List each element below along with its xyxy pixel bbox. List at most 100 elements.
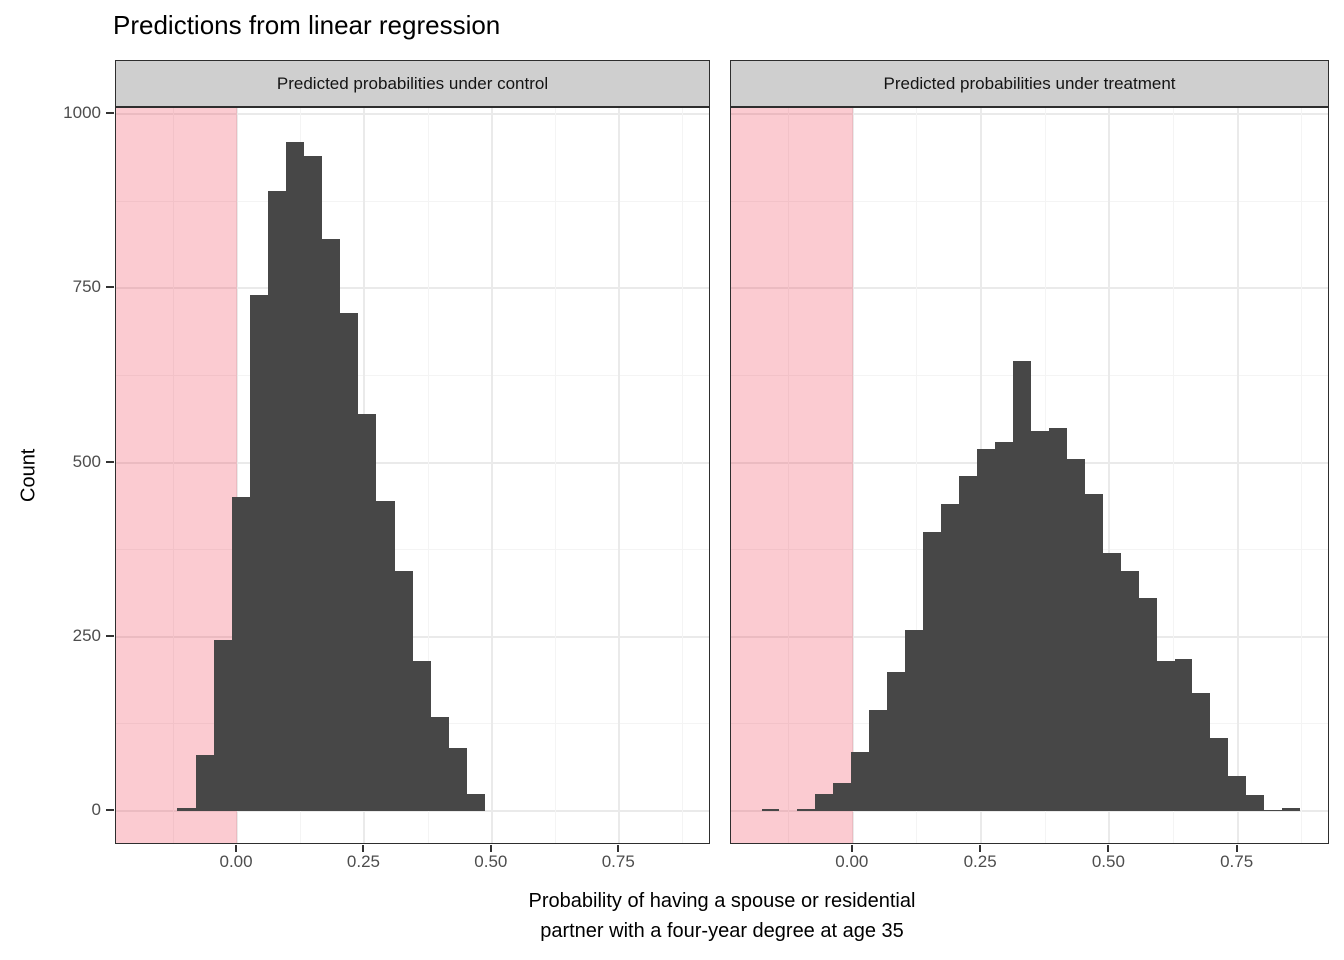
x-axis-title-line2: partner with a four-year degree at age 3… (540, 920, 904, 942)
histogram-bar (977, 448, 995, 811)
panel-control (115, 107, 710, 844)
histogram-bar (214, 640, 232, 811)
histogram-bar (232, 497, 250, 811)
x-tick-label: 0.00 (219, 852, 253, 871)
gridline-x-minor (788, 108, 790, 843)
x-tick (617, 845, 620, 852)
histogram-bar (376, 500, 395, 811)
histogram-bar (959, 476, 977, 811)
gridline-x-minor (427, 108, 429, 843)
histogram-bar (1175, 659, 1192, 811)
histogram-bar (887, 671, 905, 811)
histogram-bar (431, 716, 449, 811)
x-axis-title: Probability of having a spouse or reside… (115, 886, 1329, 946)
y-tick-label: 250 (72, 625, 101, 645)
histogram-bar (1228, 776, 1246, 811)
histogram-bar (196, 755, 214, 811)
gridline-x-major (851, 108, 854, 843)
histogram-bar (762, 808, 779, 811)
y-tick (106, 634, 114, 637)
gridline-x-minor (682, 108, 684, 843)
gridline-y-major (731, 810, 1328, 812)
histogram-bar (1246, 794, 1264, 811)
histogram-bar (1282, 808, 1300, 811)
gridline-y-major (116, 287, 709, 290)
gridline-y-major (116, 113, 709, 115)
y-tick-label: 750 (72, 277, 101, 297)
x-tick-label: 0.00 (835, 852, 869, 871)
gridline-y-minor (731, 200, 1328, 202)
y-tick (106, 286, 114, 289)
histogram-bar (869, 709, 887, 811)
histogram-bar (1049, 427, 1067, 811)
gridline-x-minor (172, 108, 174, 843)
y-tick (106, 112, 114, 114)
histogram-bar (905, 629, 923, 811)
gridline-y-minor (116, 549, 709, 551)
histogram-bar (995, 441, 1013, 811)
y-tick (106, 460, 114, 463)
shaded-region (731, 108, 853, 843)
histogram-bar (268, 190, 286, 811)
histogram-bar (833, 783, 851, 811)
histogram-bar (851, 751, 869, 811)
x-tick (362, 845, 365, 852)
gridline-x-minor (1173, 108, 1175, 843)
histogram-bar (1157, 661, 1175, 811)
x-tick (850, 845, 853, 852)
histogram-bar (815, 793, 833, 811)
facet-strip-control: Predicted probabilities under control (115, 60, 710, 107)
gridline-x-major (1108, 108, 1111, 843)
histogram-bar (1103, 553, 1121, 811)
histogram-bar (358, 413, 376, 811)
chart-title: Predictions from linear regression (113, 10, 501, 40)
histogram-bar (1210, 737, 1228, 811)
histogram-bar (941, 504, 959, 811)
histogram-bar (1085, 493, 1103, 811)
histogram-bar (1264, 809, 1282, 811)
histogram-bar (413, 661, 431, 811)
gridline-x-minor (1301, 108, 1303, 843)
y-tick-label: 1000 (63, 103, 101, 122)
gridline-y-major (731, 113, 1328, 115)
x-tick (1107, 845, 1110, 852)
histogram-bar (1031, 431, 1049, 811)
x-tick-label: 0.50 (474, 852, 508, 871)
gridline-x-major (1236, 108, 1239, 843)
facet-strip-treatment: Predicted probabilities under treatment (730, 60, 1329, 107)
histogram-bar (1013, 361, 1031, 811)
histogram-bar (1192, 692, 1210, 811)
gridline-x-major (618, 108, 621, 843)
y-axis-title: Count (17, 448, 40, 503)
x-tick-label: 0.25 (963, 852, 997, 871)
gridline-y-major (116, 810, 709, 812)
facet-label-treatment: Predicted probabilities under treatment (883, 73, 1176, 93)
histogram-bar (467, 793, 485, 811)
histogram-bar (322, 239, 340, 811)
panel-treatment (730, 107, 1329, 844)
histogram-bar (449, 748, 467, 811)
x-tick (979, 845, 982, 852)
gridline-y-major (116, 461, 709, 464)
histogram-bar (923, 532, 941, 811)
histogram-bar (250, 295, 268, 811)
y-tick-label: 500 (72, 451, 101, 471)
gridline-x-major (236, 108, 239, 843)
histogram-bar (304, 155, 322, 811)
gridline-x-minor (555, 108, 557, 843)
x-tick-label: 0.50 (1091, 852, 1125, 871)
histogram-bar (1067, 459, 1085, 811)
x-tick (1235, 845, 1238, 852)
x-axis-title-line1: Probability of having a spouse or reside… (528, 890, 916, 912)
y-tick-label: 0 (91, 800, 101, 819)
histogram-bar (1121, 570, 1139, 811)
histogram-bar (177, 807, 196, 811)
gridline-y-major (731, 287, 1328, 290)
histogram-bar (797, 808, 815, 811)
gridline-y-minor (116, 374, 709, 376)
x-tick (489, 845, 492, 852)
y-tick (106, 809, 114, 811)
x-tick-label: 0.25 (346, 852, 380, 871)
facet-label-control: Predicted probabilities under control (276, 73, 549, 93)
